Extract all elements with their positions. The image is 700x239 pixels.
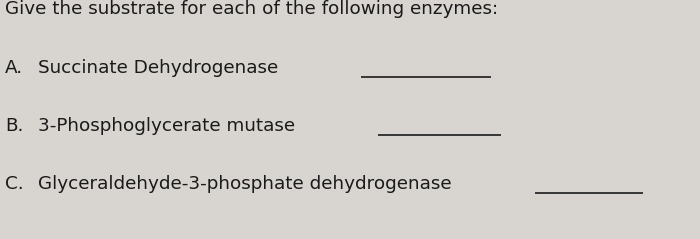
Text: Give the substrate for each of the following enzymes:: Give the substrate for each of the follo… [5, 0, 498, 18]
Text: C.: C. [5, 175, 24, 193]
Text: A.: A. [5, 59, 23, 77]
Text: Glyceraldehyde-3-phosphate dehydrogenase: Glyceraldehyde-3-phosphate dehydrogenase [38, 175, 452, 193]
Text: Succinate Dehydrogenase: Succinate Dehydrogenase [38, 59, 279, 77]
Text: 3-Phosphoglycerate mutase: 3-Phosphoglycerate mutase [38, 117, 295, 135]
Text: B.: B. [5, 117, 23, 135]
